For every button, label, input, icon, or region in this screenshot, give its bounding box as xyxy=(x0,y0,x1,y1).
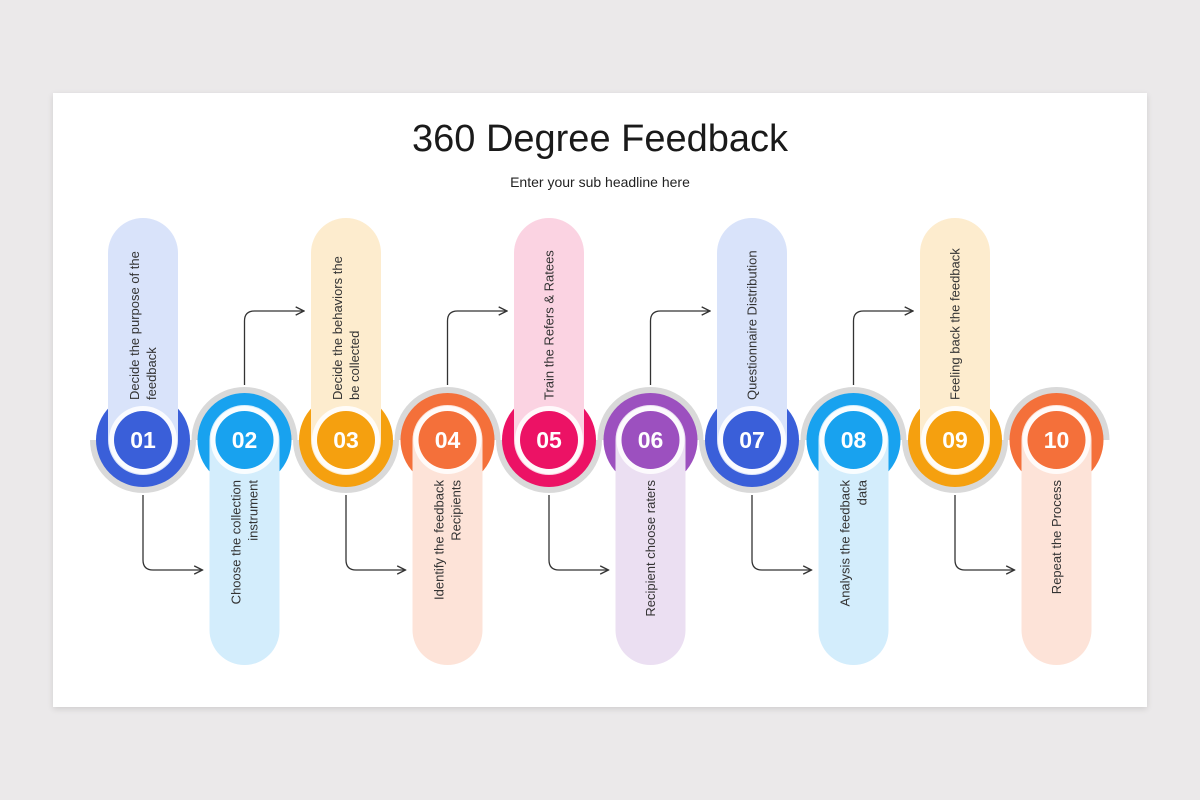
step-pill xyxy=(209,405,280,665)
connector-arrow xyxy=(751,495,812,570)
step-pill xyxy=(818,405,889,665)
step-label-line: Questionnaire Distribution xyxy=(745,250,760,400)
step-badge xyxy=(418,411,477,469)
step-label-line: instrument xyxy=(246,480,261,541)
step-label-line: Decide the behaviors the xyxy=(330,256,345,400)
step-number: 06 xyxy=(638,427,664,453)
step-label-line: Decide the purpose of the xyxy=(127,251,142,400)
step-label-line: data xyxy=(855,479,870,505)
connector-arrow xyxy=(446,311,508,385)
connector-arrow xyxy=(243,311,305,385)
step-pill xyxy=(1021,405,1092,665)
step-badge xyxy=(824,411,883,469)
step-pill xyxy=(108,218,178,475)
step-label-line: Train the Refers & Ratees xyxy=(542,250,557,400)
connector-arrow xyxy=(548,495,609,570)
arrow-layer xyxy=(142,311,1015,570)
step-label: Choose the collection instrument xyxy=(229,480,261,605)
step-number: 08 xyxy=(841,427,867,453)
step-number: 01 xyxy=(130,427,156,453)
step-label: Feeling back the feedback xyxy=(948,248,963,400)
step-badge xyxy=(723,411,781,469)
connector-arrow xyxy=(954,495,1015,570)
pill-layer: Decide the purpose of the feedback Choose … xyxy=(108,218,1092,665)
step-label: Questionnaire Distribution xyxy=(745,250,760,400)
step-badge xyxy=(1027,411,1086,469)
connector-arrow xyxy=(345,495,406,570)
step-number: 09 xyxy=(942,427,968,453)
step-label: Repeat the Process xyxy=(1049,480,1064,595)
step-badge xyxy=(215,411,274,469)
step-label-line: be collected xyxy=(347,331,362,400)
step-badge xyxy=(621,411,680,469)
step-label: Decide the purpose of the feedback xyxy=(127,251,159,400)
connector-arrow xyxy=(649,311,711,385)
connector-arrow xyxy=(142,495,203,570)
step-number: 03 xyxy=(333,427,359,453)
step-badge xyxy=(114,411,172,469)
step-label: Identify the feedback Recipients xyxy=(432,480,464,600)
step-label-line: Choose the collection xyxy=(229,480,244,604)
step-label-line: Analysis the feedback xyxy=(838,480,853,607)
step-pill xyxy=(412,405,483,665)
step-label: Recipient choose raters xyxy=(643,480,658,617)
connector-arrow xyxy=(852,311,914,385)
step-number: 02 xyxy=(232,427,258,453)
slide-subtitle: Enter your sub headline here xyxy=(510,174,690,190)
step-pill xyxy=(615,405,686,665)
badge-layer: 01 02 03 04 05 06 07 08 09 10 xyxy=(109,406,1091,474)
step-badge xyxy=(317,411,375,469)
step-number: 10 xyxy=(1044,427,1070,453)
step-badge xyxy=(520,411,578,469)
step-number: 04 xyxy=(435,427,461,453)
step-pill xyxy=(311,218,381,475)
step-label-line: Recipients xyxy=(449,480,464,541)
slide-title: 360 Degree Feedback xyxy=(411,118,789,160)
step-pill xyxy=(717,218,787,475)
step-label-line: Recipient choose raters xyxy=(643,480,658,617)
step-pill xyxy=(514,218,584,475)
step-label: Analysis the feedback data xyxy=(838,479,870,606)
step-badge xyxy=(926,411,984,469)
step-pill xyxy=(920,218,990,475)
step-number: 07 xyxy=(739,427,765,453)
step-label-line: Identify the feedback xyxy=(432,480,447,600)
step-label-line: feedback xyxy=(144,347,159,400)
step-number: 05 xyxy=(536,427,562,453)
step-label: Train the Refers & Ratees xyxy=(542,250,557,400)
step-label: Decide the behaviors the be collected xyxy=(330,256,362,400)
step-label-line: Repeat the Process xyxy=(1049,480,1064,595)
step-label-line: Feeling back the feedback xyxy=(948,248,963,400)
